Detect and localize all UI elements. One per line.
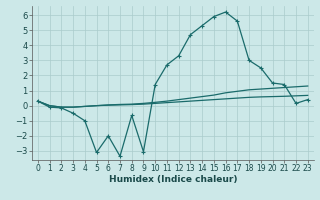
X-axis label: Humidex (Indice chaleur): Humidex (Indice chaleur) — [108, 175, 237, 184]
